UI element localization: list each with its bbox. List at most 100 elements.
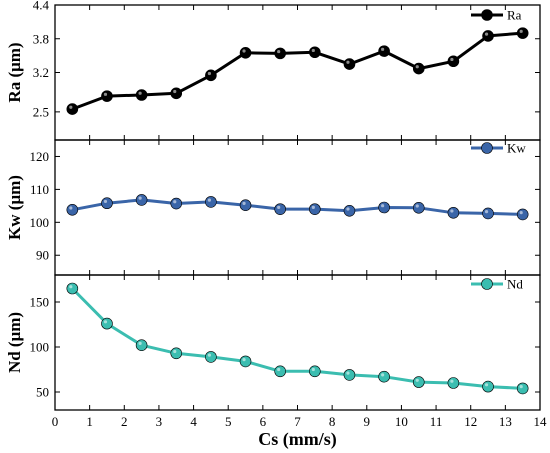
x-tick-label: 6: [260, 414, 267, 429]
x-tick-label: 3: [156, 414, 163, 429]
data-point-highlight: [415, 378, 419, 382]
data-point-highlight: [415, 65, 419, 69]
data-point-highlight: [519, 211, 523, 215]
legend-marker: [481, 142, 493, 154]
data-point-highlight: [519, 385, 523, 389]
data-point-ra: [309, 46, 321, 59]
data-point-highlight: [69, 105, 73, 109]
data-point-kw: [205, 196, 217, 208]
data-point-highlight: [484, 383, 489, 387]
series-line-nd: [71, 287, 523, 390]
x-tick-label: 1: [86, 414, 93, 429]
y-tick-label: 50: [36, 385, 49, 400]
data-point-ra: [343, 58, 356, 70]
data-point-highlight: [277, 205, 281, 209]
data-point-nd: [239, 355, 252, 368]
x-tick-label: 0: [52, 414, 59, 429]
data-point-highlight: [277, 367, 281, 372]
data-point-ra: [516, 27, 529, 39]
data-point-highlight: [138, 196, 142, 200]
data-point-highlight: [69, 206, 73, 210]
panel-frame: [54, 139, 541, 276]
data-point-nd: [412, 376, 425, 388]
data-point-nd: [101, 317, 113, 330]
data-point-nd: [274, 365, 286, 378]
data-point-highlight: [484, 32, 489, 36]
data-point-highlight: [242, 201, 246, 205]
data-point-ra: [170, 87, 183, 100]
data-point-highlight: [450, 209, 454, 213]
data-point-kw: [66, 204, 79, 216]
data-point-ra: [239, 47, 252, 59]
data-point-nd: [482, 380, 494, 393]
data-point-kw: [378, 201, 390, 214]
data-point-highlight: [450, 379, 454, 383]
x-tick-label: 14: [534, 414, 548, 429]
data-point-highlight: [311, 48, 315, 53]
data-point-kw: [447, 206, 460, 219]
data-point-kw: [412, 202, 425, 214]
y-tick-label: 2.5: [33, 104, 49, 119]
x-tick-label: 12: [464, 414, 477, 429]
data-point-highlight: [103, 320, 108, 324]
data-point-kw: [170, 197, 183, 210]
data-point-nd: [343, 369, 356, 381]
data-point-highlight: [381, 373, 385, 377]
panel-frame: [54, 4, 541, 141]
y-axis-label: Nd (μm): [5, 312, 24, 373]
data-point-highlight: [346, 371, 350, 375]
data-point-nd: [170, 347, 183, 360]
data-point-kw: [482, 207, 494, 220]
data-point-highlight: [103, 199, 108, 204]
legend-marker: [481, 278, 493, 290]
data-point-highlight: [450, 57, 454, 62]
data-point-highlight: [415, 204, 419, 208]
y-tick-label: 100: [30, 215, 50, 230]
y-tick-label: 150: [30, 295, 50, 310]
y-tick-label: 90: [36, 248, 49, 263]
data-point-nd: [205, 351, 217, 363]
data-point-highlight: [207, 71, 211, 76]
data-point-highlight: [484, 210, 489, 214]
x-tick-label: 7: [294, 414, 301, 429]
x-tick-label: 13: [499, 414, 512, 429]
data-point-highlight: [242, 49, 246, 53]
data-point-highlight: [173, 349, 177, 354]
data-point-highlight: [207, 198, 211, 202]
data-point-highlight: [138, 91, 142, 95]
x-tick-label: 9: [364, 414, 371, 429]
data-point-nd: [66, 282, 79, 295]
data-point-highlight: [138, 341, 142, 345]
data-point-ra: [205, 69, 217, 82]
panel-2: 90 100 110 120 Kw (μm) Kw: [5, 139, 541, 276]
data-point-highlight: [173, 89, 177, 94]
data-point-highlight: [381, 47, 385, 51]
data-point-highlight: [242, 358, 246, 362]
series-line-kw: [72, 198, 523, 216]
data-point-highlight: [173, 200, 177, 204]
data-point-ra: [135, 89, 148, 101]
data-point-ra: [101, 90, 113, 102]
data-point-highlight: [69, 285, 73, 289]
x-tick-label: 11: [430, 414, 443, 429]
data-point-highlight: [311, 367, 315, 372]
panel-frame: [54, 274, 541, 411]
y-axis-label: Ra (μm): [5, 42, 24, 102]
data-point-kw: [516, 208, 529, 221]
data-point-ra: [447, 55, 460, 68]
data-point-highlight: [381, 204, 385, 208]
panel-1: 2.5 3.2 3.8 4.4 Ra (μm) Ra: [5, 0, 541, 141]
data-point-ra: [412, 62, 425, 75]
y-axis-label: Kw (μm): [5, 175, 24, 240]
data-point-highlight: [519, 29, 523, 33]
data-point-highlight: [346, 60, 350, 64]
legend-label: Nd: [507, 277, 523, 292]
y-tick-label: 110: [30, 182, 49, 197]
data-point-nd: [378, 370, 390, 383]
data-point-highlight: [311, 205, 315, 209]
data-point-nd: [309, 365, 321, 378]
data-point-nd: [135, 339, 148, 352]
legend-label: Kw: [507, 141, 526, 156]
data-point-kw: [239, 199, 252, 211]
